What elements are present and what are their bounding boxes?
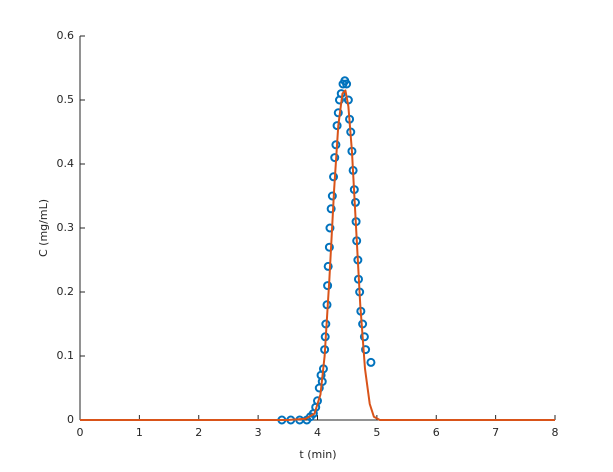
data-point [326,204,336,214]
x-tick-label: 4 [314,426,321,439]
data-point [324,242,334,252]
data-point [329,172,339,182]
x-axis-label: t (min) [299,448,336,461]
data-point [327,191,337,201]
x-tick-label: 2 [195,426,202,439]
x-tick-label: 6 [433,426,440,439]
x-tick-label: 7 [492,426,499,439]
x-tick-label: 1 [136,426,143,439]
y-tick-label: 0.1 [57,349,75,362]
data-point [323,281,333,291]
y-tick-label: 0 [67,413,74,426]
y-tick-label: 0.3 [57,221,75,234]
x-tick-label: 5 [373,426,380,439]
y-tick-label: 0.4 [57,157,75,170]
y-tick-label: 0.5 [57,93,75,106]
data-line [80,89,555,421]
x-tick-label: 8 [552,426,559,439]
y-tick-label: 0.2 [57,285,75,298]
data-point [359,332,369,342]
x-tick-label: 3 [255,426,262,439]
data-point [323,261,333,271]
data-point [366,357,376,367]
data-point [361,345,371,355]
data-point [333,108,343,118]
data-point [325,223,335,233]
data-point [342,79,352,89]
y-tick-label: 0.6 [57,29,75,42]
data-point [330,153,340,163]
x-tick-label: 0 [77,426,84,439]
y-axis-label: C (mg/mL) [37,199,50,257]
